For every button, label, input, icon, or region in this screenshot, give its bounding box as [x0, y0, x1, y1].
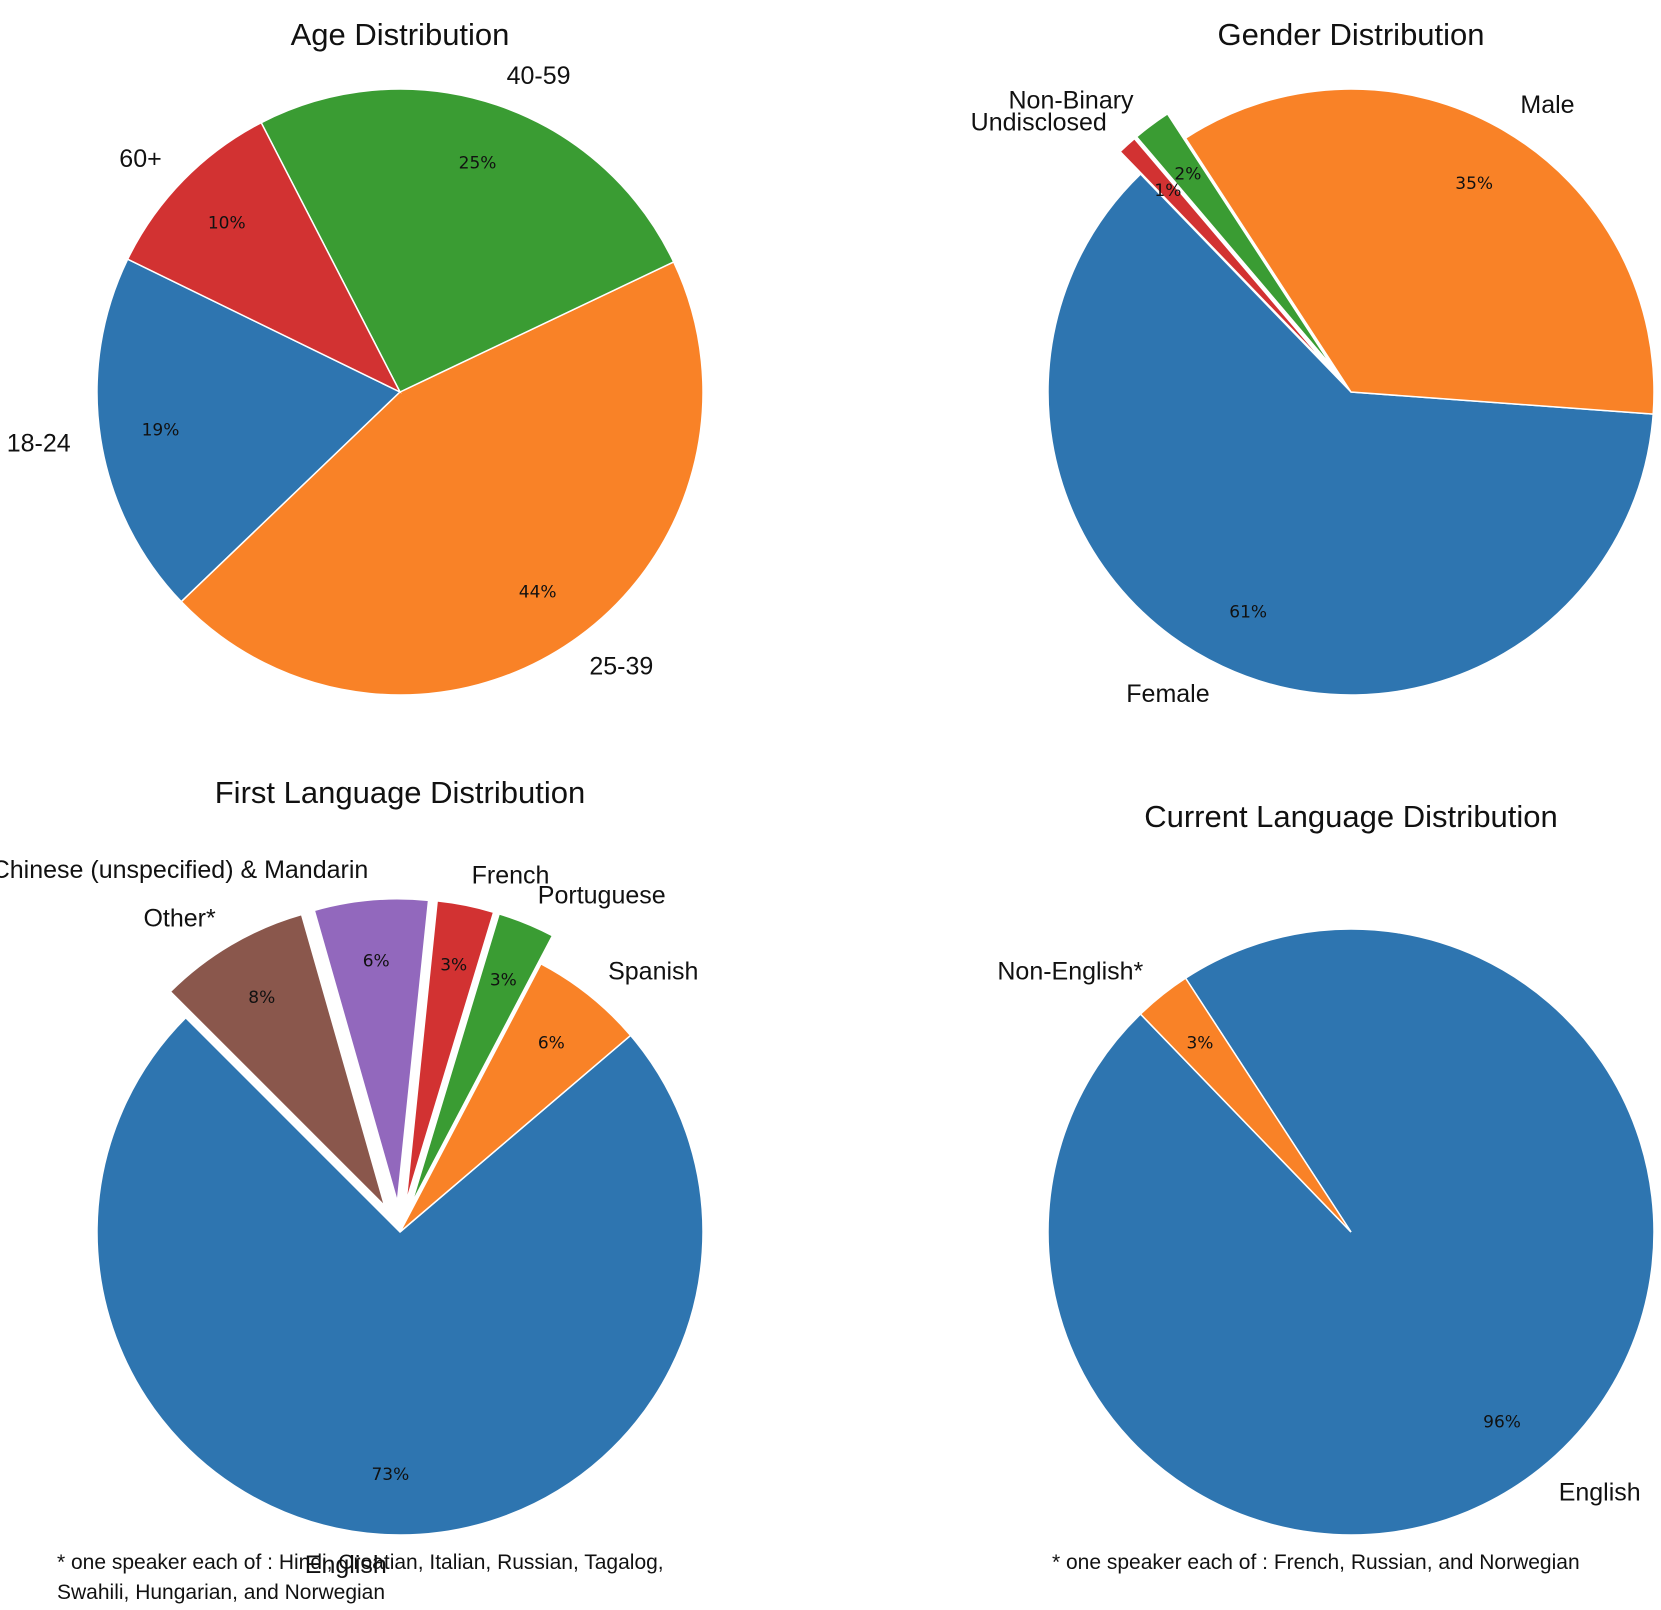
pie-slice-label: English: [1559, 1479, 1641, 1507]
pie-slice-non-binary: [1135, 112, 1334, 369]
chart-title: First Language Distribution: [215, 775, 585, 810]
pie-pct-label: 6%: [538, 1034, 565, 1054]
pie-slice-spanish: [399, 962, 632, 1233]
chart-title: Gender Distribution: [1217, 17, 1484, 52]
pie-slice-undisclosed: [1119, 137, 1332, 371]
pie-slice-18-24: [96, 258, 402, 603]
age-distribution-pie: Age Distribution 19% 18-24 44% 25-39 25% 40-59…: [7, 17, 704, 696]
pie-slice-label: Chinese (unspecified) & Mandarin: [0, 856, 368, 884]
pie-slice-label: Female: [1126, 680, 1209, 708]
pie-pct-label: 19%: [142, 420, 180, 440]
pie-pct-label: 8%: [248, 988, 275, 1008]
pie-pct-label: 73%: [371, 1465, 409, 1485]
pie-slice-25-39: [180, 260, 704, 696]
first-language-footnote: * one speaker each of : Hindi, Croatian,…: [57, 1551, 664, 1604]
pie-slice-label: 60+: [119, 145, 161, 173]
pie-pct-label: 25%: [459, 153, 497, 173]
pie-slice-english: [96, 1016, 704, 1536]
pie-slice-label: Non-English*: [997, 957, 1143, 985]
pie-pct-label: 35%: [1455, 174, 1493, 194]
current-language-distribution-pie: Current Language Distribution 96% English 3…: [997, 799, 1655, 1536]
pie-pct-label: 1%: [1154, 181, 1181, 201]
pie-pct-label: 2%: [1174, 164, 1201, 184]
pie-pct-label: 96%: [1483, 1413, 1521, 1433]
pie-slice-label: English: [305, 1551, 387, 1579]
pie-slice-label: Spanish: [608, 958, 698, 986]
pie-slice-other: [169, 913, 387, 1209]
pie-slice-label: Undisclosed: [971, 109, 1107, 137]
pie-slice-non-english: [1139, 977, 1352, 1233]
pie-slice-chinese-unspecified-mandarin: [313, 898, 430, 1203]
first-language-distribution-pie: First Language Distribution 73% English 6% S…: [0, 775, 704, 1579]
pie-slice-label: Male: [1520, 91, 1574, 119]
pie-slice-label: Non-Binary: [1009, 87, 1135, 115]
pie-slice-portuguese: [410, 912, 554, 1205]
pie-slice-female: [1047, 172, 1654, 696]
chart-title: Age Distribution: [291, 17, 510, 52]
pie-pct-label: 61%: [1229, 603, 1267, 623]
pie-slice-label: 25-39: [589, 652, 653, 680]
pie-slice-french: [405, 900, 495, 1203]
pie-slice-60: [126, 121, 402, 394]
chart-title: Current Language Distribution: [1144, 799, 1558, 834]
current-language-footnote: * one speaker each of : French, Russian,…: [1052, 1551, 1580, 1574]
pie-pct-label: 3%: [440, 956, 467, 976]
gender-distribution-pie: Gender Distribution 61% Female 35% Male 2% Non…: [971, 17, 1655, 708]
pie-slice-label: 40-59: [507, 62, 571, 90]
pie-pct-label: 6%: [363, 951, 390, 971]
pie-slice-label: 18-24: [7, 430, 71, 458]
pie-slice-label: Portuguese: [538, 882, 666, 910]
pie-pct-label: 10%: [208, 214, 246, 234]
pie-slice-male: [1184, 88, 1655, 415]
pie-slice-label: Other*: [143, 905, 216, 933]
pie-pct-label: 44%: [519, 582, 557, 602]
pie-slice-label: French: [472, 862, 550, 890]
pie-pct-label: 3%: [1186, 1033, 1213, 1053]
pie-pct-label: 3%: [490, 971, 517, 991]
pie-slice-40-59: [260, 88, 675, 393]
